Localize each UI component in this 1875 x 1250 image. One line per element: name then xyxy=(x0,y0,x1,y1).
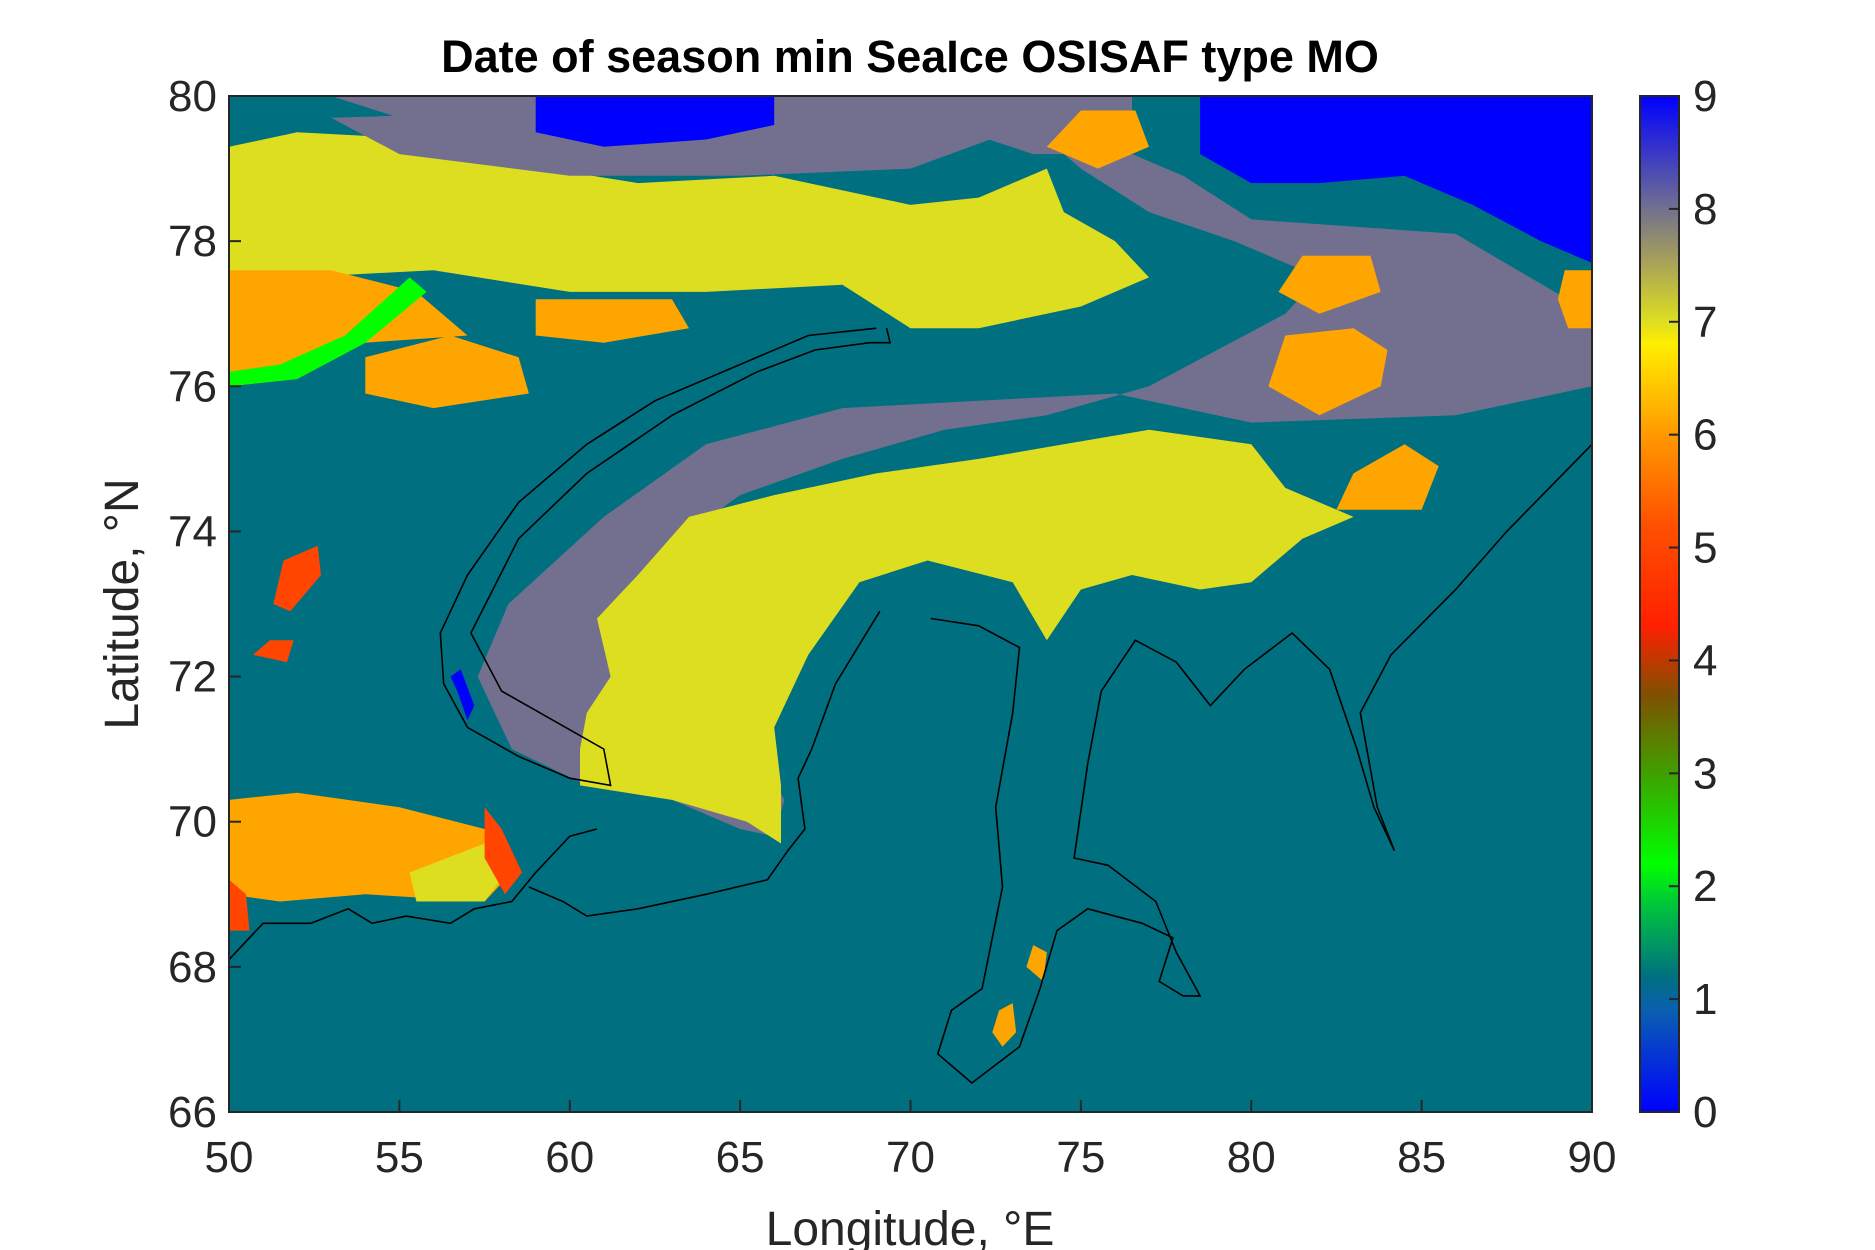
x-tick-label: 90 xyxy=(1568,1133,1617,1182)
coastline-yamal-coast xyxy=(528,610,881,917)
x-tick-label: 60 xyxy=(545,1133,594,1182)
region-yellow-central-tongue xyxy=(580,429,1354,844)
y-tick-label: 76 xyxy=(168,362,217,411)
colorbar-tick-label: 0 xyxy=(1693,1088,1717,1137)
region-red-west-blobs xyxy=(273,545,321,612)
colorbar-tick-label: 2 xyxy=(1693,862,1717,911)
region-orange-ring-east-edge xyxy=(1557,270,1592,329)
y-axis-ticks: 66 68 70 72 74 76 78 80 xyxy=(168,72,241,1137)
y-tick-label: 70 xyxy=(168,798,217,847)
y-axis-label: Latitude, °N xyxy=(96,478,149,729)
map-title: Date of season min SeaIce OSISAF type MO xyxy=(441,31,1379,82)
region-orange-north-strip xyxy=(535,299,689,343)
region-orange-ring-77 xyxy=(1278,255,1381,314)
colorbar-tick-label: 5 xyxy=(1693,524,1717,573)
region-yellow-north-band xyxy=(229,132,1149,329)
coastline-south-coast-west xyxy=(229,828,598,961)
region-orange-blob-south-b xyxy=(992,1003,1017,1047)
y-tick-label: 78 xyxy=(168,217,217,266)
coastline-gydan-coast xyxy=(930,443,1592,1085)
colorbar-tick-label: 3 xyxy=(1693,749,1717,798)
region-orange-ring-76 xyxy=(1268,328,1388,416)
x-axis-label: Longitude, °E xyxy=(766,1203,1055,1250)
region-blue-northeast xyxy=(1200,96,1592,263)
region-orange-ring-79 xyxy=(1046,110,1149,169)
region-layer xyxy=(229,96,1592,1112)
region-green-west-edge xyxy=(229,277,427,387)
colorbar-tick-label: 7 xyxy=(1693,298,1717,347)
region-red-coast-south xyxy=(484,807,522,895)
colorbar-ticks: 0 1 2 3 4 5 6 7 8 9 xyxy=(1669,72,1717,1137)
x-tick-label: 50 xyxy=(205,1133,254,1182)
x-tick-label: 85 xyxy=(1397,1133,1446,1182)
region-orange-east-79 xyxy=(1336,444,1439,510)
x-tick-label: 55 xyxy=(375,1133,424,1182)
region-grey-north-strip xyxy=(331,96,1132,155)
y-tick-label: 66 xyxy=(168,1088,217,1137)
region-orange-oval-76 xyxy=(365,335,529,409)
x-tick-label: 75 xyxy=(1056,1133,1105,1182)
y-tick-label: 68 xyxy=(168,943,217,992)
region-orange-blob-south-a xyxy=(1026,945,1047,982)
coastline-layer xyxy=(229,327,1592,1085)
region-red-west-edge xyxy=(229,879,250,931)
colorbar-tick-label: 9 xyxy=(1693,72,1717,121)
region-blue-nz-patch xyxy=(450,669,475,721)
x-tick-label: 70 xyxy=(886,1133,935,1182)
colorbar-tick-label: 4 xyxy=(1693,636,1717,685)
y-tick-label: 72 xyxy=(168,653,217,702)
x-axis-ticks: 50 55 60 65 70 75 80 85 90 xyxy=(205,1100,1617,1182)
colorbar-tick-label: 6 xyxy=(1693,411,1717,460)
y-tick-label: 80 xyxy=(168,72,217,121)
coastline-novaya-zemlya xyxy=(439,327,892,787)
colorbar-tick-label: 8 xyxy=(1693,185,1717,234)
colorbar xyxy=(1639,95,1680,1113)
region-red-west-blob-2 xyxy=(252,640,294,663)
x-tick-label: 65 xyxy=(716,1133,765,1182)
map-plot-area xyxy=(229,96,1592,1112)
colorbar-tick-label: 1 xyxy=(1693,975,1717,1024)
region-blue-north-patch xyxy=(535,96,775,147)
x-tick-label: 80 xyxy=(1227,1133,1276,1182)
y-tick-label: 74 xyxy=(168,507,217,556)
